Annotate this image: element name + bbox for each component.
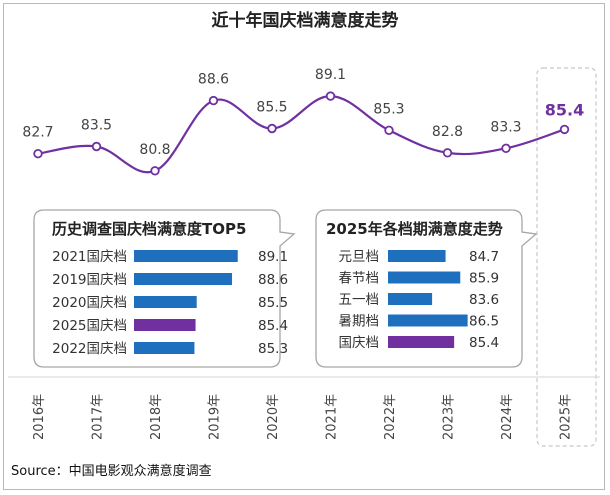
line-point — [325, 91, 336, 101]
bar — [134, 319, 196, 331]
bar — [388, 314, 468, 327]
bar-category-label: 五一档 — [339, 292, 380, 308]
point-value-label: 88.6 — [198, 72, 229, 88]
bar-category-label: 暑期档 — [339, 314, 380, 330]
point-value-label: 80.8 — [139, 142, 170, 158]
bar-value-label: 85.4 — [469, 335, 499, 351]
top5-callout-panel — [33, 209, 296, 368]
point-value-label: 82.8 — [432, 124, 463, 140]
top5-bars: 2021国庆档 89.1 2019国庆档 88.6 2020国庆档 85.5 2025国庆档… — [52, 249, 288, 357]
point-value-label: 85.4 — [545, 100, 584, 119]
bar-value-label: 85.5 — [258, 295, 288, 311]
bar — [134, 250, 238, 262]
bar — [388, 336, 455, 348]
line-point — [33, 148, 43, 159]
x-tick-label: 2022年 — [383, 394, 398, 440]
bar-value-label: 85.3 — [258, 341, 288, 357]
highlight-box-2025 — [536, 67, 597, 447]
season-bars: 元旦档 84.7 春节档 85.9 五一档 83.6 暑期档 86.5 国庆档 85.4 — [339, 249, 500, 351]
satisfaction-line — [37, 94, 565, 174]
point-value-label: 85.5 — [256, 100, 287, 116]
bar-value-label: 85.9 — [469, 271, 499, 287]
season-callout-panel — [315, 209, 538, 368]
line-point — [442, 148, 453, 158]
bar-category-label: 春节档 — [339, 271, 380, 287]
bar — [134, 273, 233, 285]
bar-category-label: 2021国庆档 — [52, 249, 127, 265]
x-tick-label: 2024年 — [500, 394, 515, 440]
bar-category-label: 2019国庆档 — [52, 272, 127, 288]
bar-value-label: 85.4 — [258, 318, 288, 334]
bar-category-label: 国庆档 — [339, 335, 380, 351]
point-value-label: 85.3 — [373, 101, 404, 117]
bar — [388, 293, 433, 305]
bar-value-label: 84.7 — [469, 249, 499, 265]
source-note: Source：中国电影观众满意度调查 — [11, 463, 212, 479]
point-value-label: 89.1 — [315, 67, 346, 83]
x-tick-label: 2023年 — [442, 394, 457, 440]
chart-frame — [3, 3, 605, 490]
bar-category-label: 2025国庆档 — [52, 318, 127, 334]
x-axis-ticks: 2016年 2017年 2018年 2019年 2020年 2021年 2022年 2023年… — [32, 394, 574, 440]
top5-panel-title: 历史调查国庆档满意度TOP5 — [52, 220, 246, 238]
season-panel-title: 2025年各档期满意度走势 — [326, 220, 503, 238]
bar-value-label: 89.1 — [258, 249, 288, 265]
line-point — [501, 143, 511, 153]
x-tick-label: 2017年 — [91, 394, 106, 440]
bar-value-label: 88.6 — [258, 272, 288, 288]
line-point — [384, 125, 394, 135]
x-tick-label: 2016年 — [32, 394, 47, 440]
point-value-label: 83.3 — [490, 119, 521, 135]
line-point — [150, 166, 160, 176]
line-point — [267, 123, 277, 134]
bar — [388, 271, 461, 284]
point-value-label: 82.7 — [22, 125, 53, 141]
bar-value-label: 86.5 — [469, 314, 499, 330]
bar-value-label: 83.6 — [469, 292, 499, 308]
bar — [134, 342, 195, 354]
x-tick-label: 2019年 — [208, 394, 223, 440]
line-point — [208, 95, 219, 106]
bar-category-label: 2022国庆档 — [52, 341, 127, 357]
bar-category-label: 元旦档 — [339, 249, 380, 265]
point-value-label: 83.5 — [81, 118, 112, 134]
line-point — [91, 141, 102, 152]
x-tick-label: 2021年 — [325, 394, 340, 440]
chart-title: 近十年国庆档满意度走势 — [212, 10, 399, 31]
line-series: 82.7 83.5 80.8 88.6 85.5 89.1 85.3 82.8 83.3 85.4 — [22, 67, 584, 176]
line-point — [559, 124, 570, 135]
x-tick-label: 2020年 — [266, 394, 281, 440]
bar — [388, 250, 446, 262]
x-tick-label: 2018年 — [149, 394, 164, 440]
bar-category-label: 2020国庆档 — [52, 295, 127, 311]
x-tick-label: 2025年 — [559, 394, 574, 440]
bar — [134, 296, 197, 308]
